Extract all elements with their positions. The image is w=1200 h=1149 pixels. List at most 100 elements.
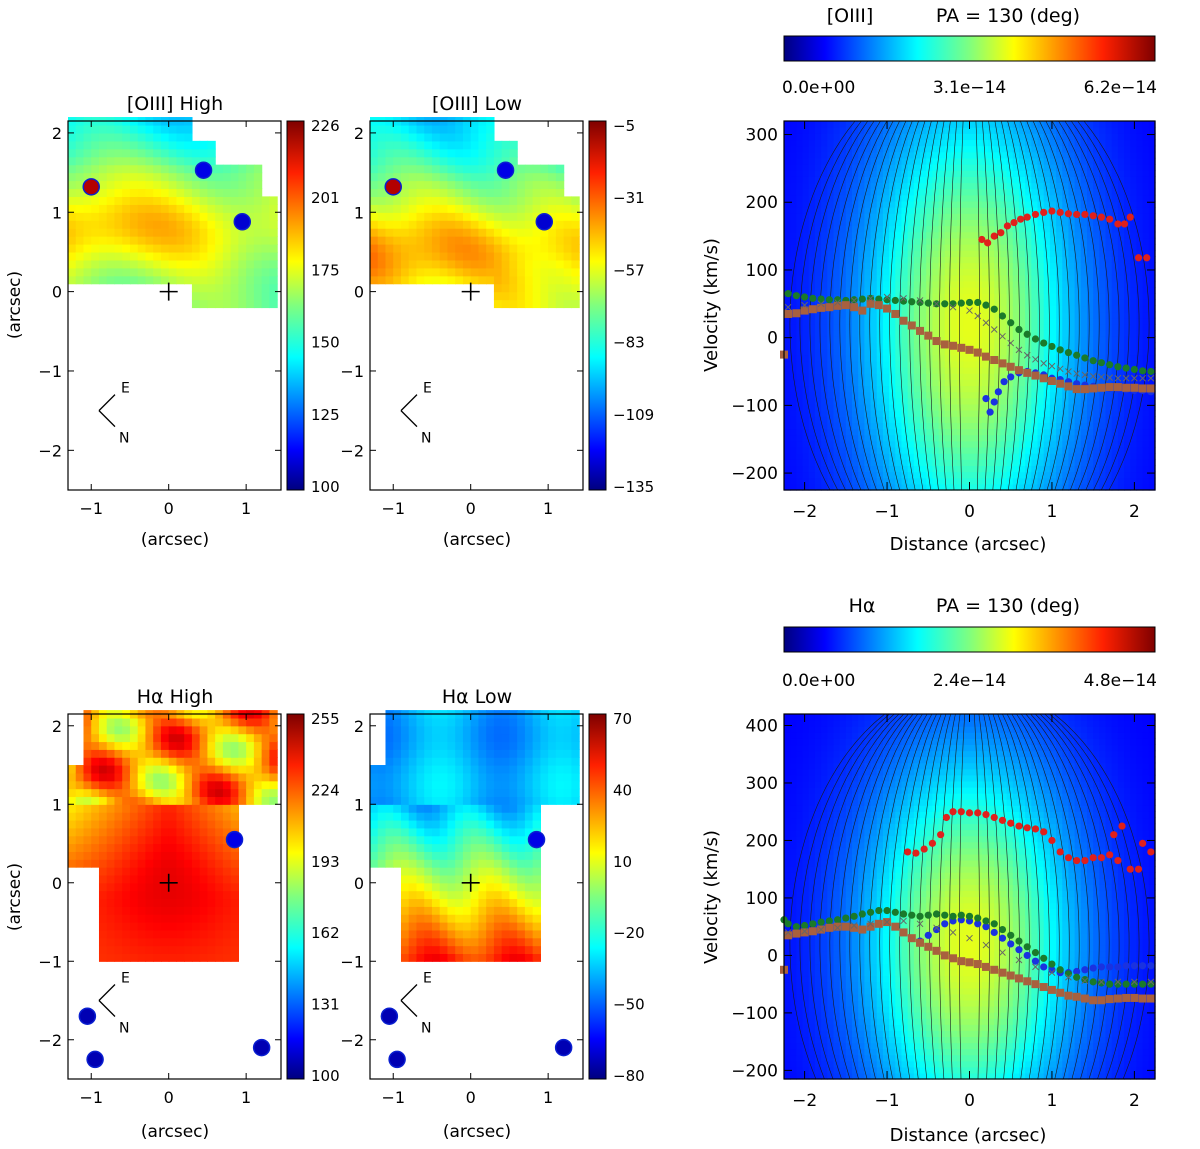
pv-pixel xyxy=(1012,157,1020,165)
map-pixel xyxy=(98,228,108,237)
pv-pixel xyxy=(876,250,884,257)
pv-pixel xyxy=(827,182,835,190)
map-pixel xyxy=(91,804,100,813)
pv-pixel xyxy=(802,342,810,350)
map-pixel xyxy=(555,180,565,190)
map-pixel xyxy=(253,291,263,301)
pv-pixel xyxy=(895,330,903,337)
map-pixel xyxy=(106,835,116,845)
pv-pixel xyxy=(1006,311,1014,319)
map-pixel xyxy=(199,788,209,798)
map-pixel xyxy=(253,725,263,735)
map-pixel xyxy=(408,882,418,892)
map-pixel xyxy=(493,953,503,962)
map-pixel xyxy=(137,725,147,735)
map-pixel xyxy=(501,299,511,309)
pv-pixel xyxy=(932,237,940,245)
map-pixel xyxy=(176,148,185,158)
map-pixel xyxy=(153,812,162,821)
pv-pixel xyxy=(1018,299,1026,307)
map-pixel xyxy=(68,228,77,237)
map-pixel xyxy=(370,780,379,790)
map-pixel xyxy=(145,140,154,150)
pv-pixel xyxy=(975,477,983,485)
map-pixel xyxy=(493,796,503,805)
map-pixel xyxy=(416,180,425,190)
pv-pixel xyxy=(913,219,921,227)
map-pixel xyxy=(106,812,116,821)
map-pixel xyxy=(509,937,518,947)
pv-pixel xyxy=(889,477,896,485)
map-pixel xyxy=(431,228,441,237)
pv-pixel xyxy=(870,440,878,448)
map-pixel xyxy=(106,929,116,939)
pv-pixel xyxy=(870,151,878,159)
pv-pixel xyxy=(808,453,816,460)
map-pixel xyxy=(509,196,518,205)
pv-pixel xyxy=(981,379,989,387)
map-pixel xyxy=(114,827,123,837)
map-pixel xyxy=(571,251,580,261)
map-pixel xyxy=(230,204,239,213)
map-pixel xyxy=(555,188,565,197)
map-pixel xyxy=(137,843,147,852)
map-pixel xyxy=(377,859,387,868)
pv-pixel xyxy=(1000,434,1008,442)
map-pixel xyxy=(75,188,85,197)
pv-pixel xyxy=(907,348,915,356)
map-pixel xyxy=(215,196,224,205)
map-pixel xyxy=(462,164,472,174)
map-pixel xyxy=(501,140,511,150)
map-pixel xyxy=(555,733,565,743)
pv-pixel xyxy=(1006,213,1014,220)
pv-pixel xyxy=(988,367,995,374)
pv-pixel xyxy=(827,164,835,171)
pv-pixel xyxy=(814,330,822,337)
map-pixel xyxy=(532,299,541,309)
map-pixel xyxy=(517,945,526,955)
map-pixel xyxy=(129,244,139,253)
pv-pixel xyxy=(975,200,983,208)
pv-pixel xyxy=(858,471,865,479)
map-pixel xyxy=(129,220,139,229)
pv-pixel xyxy=(802,317,810,325)
map-pixel xyxy=(439,741,449,750)
map-pixel xyxy=(462,780,472,790)
y-tick-label: −2 xyxy=(340,441,364,460)
pv-pixel xyxy=(969,121,977,128)
map-pixel xyxy=(246,796,255,805)
map-pixel xyxy=(91,827,100,837)
map-pixel xyxy=(168,172,178,182)
map-pixel xyxy=(207,283,216,293)
map-pixel xyxy=(571,796,580,805)
map-pixel xyxy=(416,929,425,939)
pv-pixel xyxy=(1006,342,1014,350)
map-pixel xyxy=(486,749,495,758)
pv-pixel xyxy=(895,379,903,387)
map-pixel xyxy=(184,717,193,727)
map-pixel xyxy=(160,717,170,727)
pv-pixel xyxy=(969,287,977,294)
pv-pixel xyxy=(969,403,977,411)
pv-pixel xyxy=(827,397,835,405)
map-pixel xyxy=(222,164,232,174)
pv-pixel xyxy=(938,151,946,159)
map-pixel xyxy=(447,757,456,766)
map-pixel xyxy=(462,267,472,277)
map-pixel xyxy=(106,275,116,285)
pv-pixel xyxy=(938,225,946,233)
pv-pixel xyxy=(796,268,804,276)
pv-pixel xyxy=(802,373,810,380)
map-pixel xyxy=(168,788,178,798)
pv-pixel xyxy=(932,477,940,485)
pv-pixel xyxy=(932,188,940,196)
map-pixel xyxy=(555,196,565,205)
map-pixel xyxy=(75,180,85,190)
pv-pixel xyxy=(963,410,971,417)
map-pixel xyxy=(462,843,472,852)
map-pixel xyxy=(230,906,239,915)
map-pixel xyxy=(269,196,278,205)
map-pixel xyxy=(122,819,131,829)
pv-pixel xyxy=(913,416,921,423)
pv-pixel xyxy=(790,360,797,368)
